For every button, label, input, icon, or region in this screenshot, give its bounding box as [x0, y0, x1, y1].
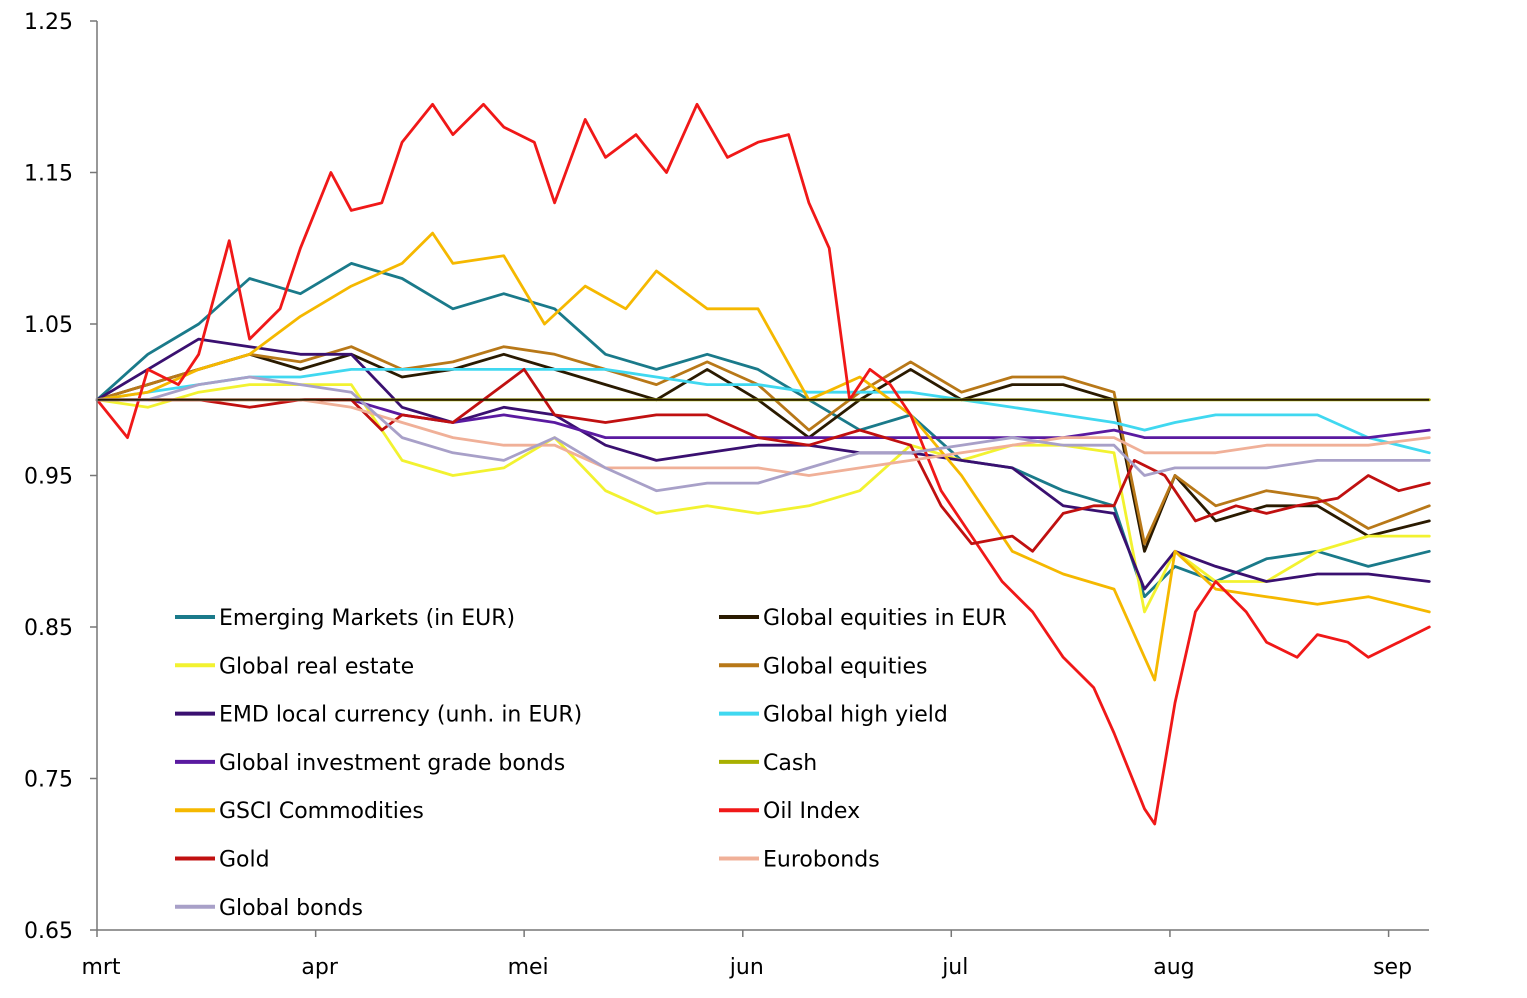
series-line-emd-local-currency-unh-in-eur [95, 337, 1431, 591]
x-tick-label: sep [1373, 955, 1412, 980]
series-line-global-high-yield [95, 368, 1431, 455]
legend-item: Gold [175, 848, 270, 873]
legend-item: EMD local currency (unh. in EUR) [175, 703, 582, 728]
series-line-gsci-commodities [95, 231, 1431, 682]
series-lines [95, 102, 1431, 826]
series-line-emerging-markets-in-eur [95, 262, 1431, 599]
legend-label: Global real estate [219, 654, 414, 679]
axes [90, 20, 1429, 937]
y-tick-label: 1.05 [24, 313, 73, 338]
x-tick-labels: mrt apr mei jun jul aug sep [81, 955, 1412, 980]
legend-label: GSCI Commodities [219, 799, 424, 824]
legend-item: Global investment grade bonds [175, 751, 565, 776]
legend-label: Global equities in EUR [763, 606, 1007, 631]
x-tick-label: mei [508, 955, 549, 980]
legend: Emerging Markets (in EUR) Global equities… [175, 606, 1007, 921]
legend-item: Eurobonds [719, 848, 880, 873]
x-tick-label: jun [729, 955, 764, 980]
legend-label: Emerging Markets (in EUR) [219, 606, 515, 631]
legend-item: GSCI Commodities [175, 799, 424, 824]
legend-item: Global equities in EUR [719, 606, 1007, 631]
y-tick-label: 0.85 [24, 616, 73, 641]
legend-item: Global equities [719, 654, 927, 679]
legend-label: Global investment grade bonds [219, 751, 565, 776]
legend-label: Global high yield [763, 703, 948, 728]
x-tick-label: aug [1153, 955, 1194, 980]
y-tick-label: 1.25 [24, 10, 73, 35]
y-tick-labels: 0.65 0.75 0.85 0.95 1.05 1.15 1.25 [24, 10, 73, 944]
legend-item: Global bonds [175, 896, 363, 921]
y-tick-label: 0.65 [24, 919, 73, 944]
x-tick-label: mrt [81, 955, 120, 980]
y-tick-label: 0.75 [24, 768, 73, 793]
legend-item: Cash [719, 751, 817, 776]
legend-item: Global high yield [719, 703, 948, 728]
series-line-global-investment-grade-bonds [95, 398, 1431, 439]
legend-item: Oil Index [719, 799, 860, 824]
x-tick-label: jul [941, 955, 968, 980]
legend-item: Global real estate [175, 654, 414, 679]
series-line-global-bonds [95, 375, 1431, 493]
series-line-oil-index [95, 102, 1431, 826]
series-line-global-real-estate [95, 383, 1431, 614]
legend-label: Global equities [763, 654, 927, 679]
legend-label: Global bonds [219, 896, 363, 921]
legend-label: Eurobonds [763, 848, 880, 873]
legend-label: Cash [763, 751, 817, 776]
series-line-eurobonds [95, 398, 1431, 477]
legend-label: EMD local currency (unh. in EUR) [219, 703, 582, 728]
series-line-global-equities-in-eur [95, 352, 1431, 553]
legend-label: Oil Index [763, 799, 860, 824]
series-line-gold [95, 368, 1431, 553]
x-tick-label: apr [301, 955, 338, 980]
y-tick-label: 1.15 [24, 162, 73, 187]
y-tick-label: 0.95 [24, 465, 73, 490]
legend-label: Gold [219, 848, 270, 873]
legend-item: Emerging Markets (in EUR) [175, 606, 515, 631]
